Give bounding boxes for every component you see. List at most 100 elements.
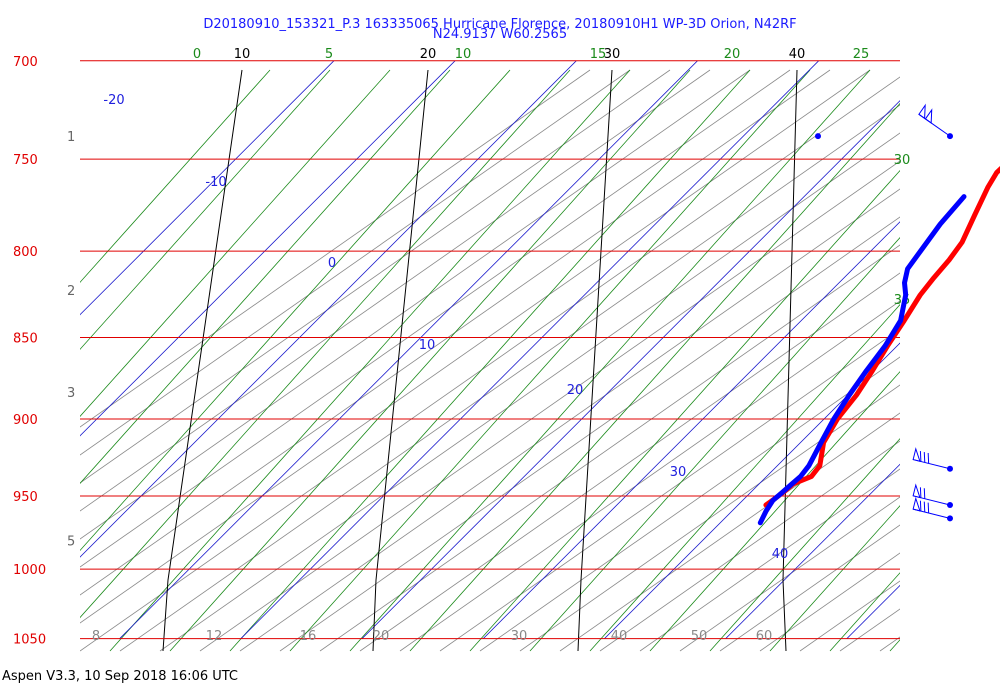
wind-barb (912, 447, 953, 472)
mixing-ratio-bottom-label: 20 (373, 629, 390, 644)
moist-adiabat (80, 69, 331, 350)
chart-title: D20180910_153321_P.3 163335065 Hurricane… (203, 17, 797, 32)
wind-barb (918, 103, 953, 140)
isotherm-line (80, 60, 577, 558)
dry-adiabat (279, 216, 900, 652)
pressure-label: 750 (13, 153, 38, 168)
moist-adiabat (589, 304, 900, 652)
dry-adiabat (80, 69, 871, 624)
dry-adiabat (399, 300, 900, 652)
height-label: 1 (67, 130, 75, 145)
moist-adiabat (409, 102, 900, 652)
sounding-point (815, 133, 821, 140)
pressure-label: 1050 (13, 633, 46, 648)
height-label: 3 (67, 386, 75, 401)
plot-area (80, 60, 1000, 652)
dry-adiabat (80, 69, 631, 456)
dry-adiabat (239, 188, 900, 652)
dry-adiabat (479, 356, 900, 652)
dry-adiabat (639, 468, 900, 652)
dry-adiabat (319, 244, 900, 652)
moist-adiabat (769, 505, 900, 652)
pressure-label: 850 (13, 332, 38, 347)
mixing-ratio-top-label: 10 (234, 47, 251, 62)
mixing-ratio-top-label: 30 (604, 47, 621, 62)
dry-adiabat (519, 384, 900, 652)
dry-adiabat (80, 69, 591, 428)
mixing-ratio-bottom-label: 40 (611, 629, 628, 644)
mixing-ratio-line (782, 69, 798, 652)
moist-adiabat (709, 438, 900, 652)
isotherm-label: 20 (567, 383, 584, 398)
isotherm-label: -20 (103, 93, 124, 108)
mixing-ratio-bottom-label: 50 (691, 629, 708, 644)
chart-subtitle: N24.9137 W60.2565 (432, 27, 568, 42)
mixing-ratio-line (372, 69, 429, 652)
height-label: 5 (67, 534, 75, 549)
dry-adiabat (119, 104, 900, 652)
chart-footer: Aspen V3.3, 10 Sep 2018 16:06 UTC (2, 669, 239, 684)
dry-adiabat (80, 69, 711, 512)
wind-barb-flag (912, 447, 921, 462)
wind-barb (912, 483, 953, 509)
isotherm-label: 10 (419, 338, 436, 353)
dewpoint-profile (757, 194, 967, 526)
mixing-ratio-bottom-label: 60 (756, 629, 773, 644)
moist-adiabat (80, 69, 391, 417)
moist-adiabat (469, 169, 900, 652)
moist-adiabat-label: 25 (853, 47, 870, 62)
mixing-ratio-bottom-label: 8 (92, 629, 100, 644)
dry-adiabat (559, 412, 900, 652)
moist-adiabat-label: 15 (590, 47, 607, 62)
moist-adiabat-label: 5 (325, 47, 333, 62)
dry-adiabat (80, 69, 831, 596)
dry-adiabat (960, 70, 1000, 651)
dry-adiabat (80, 69, 751, 540)
isotherm-line (240, 60, 819, 639)
moist-adiabat (529, 236, 900, 652)
moist-adiabat-label: 10 (455, 47, 472, 62)
wind-barb-flag (912, 483, 921, 499)
mixing-ratio-line (577, 69, 613, 652)
moist-adiabat-label: 30 (894, 153, 911, 168)
isotherm-line (80, 60, 335, 316)
dry-adiabat (920, 70, 1000, 651)
dry-adiabat (80, 69, 791, 568)
isotherm-label: -10 (205, 175, 226, 190)
moist-adiabat (649, 371, 900, 652)
isotherm-line (80, 60, 456, 437)
dry-adiabat (159, 132, 900, 652)
isotherm-label: 30 (670, 465, 687, 480)
moist-adiabat-label: 0 (193, 47, 201, 62)
dry-adiabat (80, 69, 671, 484)
dry-adiabat (359, 272, 900, 652)
moist-adiabat-label: 20 (724, 47, 741, 62)
pressure-label: 950 (13, 490, 38, 505)
wind-barb-flag (918, 103, 926, 120)
dry-adiabat (439, 328, 900, 652)
isotherm-line (482, 221, 900, 639)
isotherm-label: 40 (772, 547, 789, 562)
pressure-label: 900 (13, 413, 38, 428)
moist-adiabat (80, 69, 271, 283)
mixing-ratio-bottom-label: 30 (511, 629, 528, 644)
isotherm-label: 0 (328, 256, 336, 271)
moist-adiabat (80, 69, 451, 485)
mixing-ratio-bottom-label: 12 (206, 629, 223, 644)
mixing-ratio-top-label: 40 (789, 47, 806, 62)
isotherm-line (119, 60, 698, 639)
mixing-ratio-line (162, 69, 243, 652)
dry-adiabat (839, 608, 900, 652)
isotherm-line (725, 463, 900, 639)
dry-adiabat (80, 76, 900, 652)
pressure-label: 700 (13, 55, 38, 70)
pressure-label: 800 (13, 245, 38, 260)
moist-adiabat (109, 69, 631, 652)
dry-adiabat (719, 524, 900, 652)
mixing-ratio-bottom-label: 16 (300, 629, 317, 644)
dry-adiabat (199, 160, 900, 652)
moist-adiabat (80, 69, 511, 552)
dry-adiabat (759, 552, 900, 652)
moist-adiabat (229, 69, 751, 652)
